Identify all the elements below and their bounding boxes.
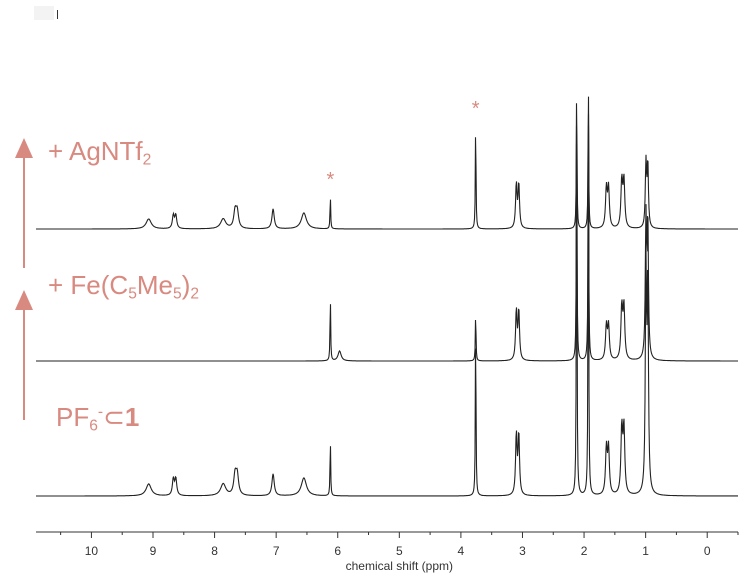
label-top-main: + AgNTf <box>48 136 143 166</box>
label-bottom-sup: - <box>97 403 104 421</box>
label-middle-sub2: 5 <box>173 285 182 303</box>
spectrum-trace-3 <box>36 125 738 497</box>
stars-group: ** <box>326 98 479 191</box>
label-middle-mid: Me <box>136 270 173 300</box>
x-tick-label: 6 <box>334 544 341 558</box>
label-middle-sub3: 2 <box>190 285 200 303</box>
corner-mark <box>34 6 54 20</box>
label-bottom-bold: 1 <box>124 402 140 432</box>
x-axis-title: chemical shift (ppm) <box>346 559 453 573</box>
label-middle-prefix: + Fe(C <box>48 270 129 300</box>
corner-bar <box>57 10 58 19</box>
arrow-upper <box>15 138 33 268</box>
x-tick-label: 7 <box>273 544 280 558</box>
spectrum-trace-1 <box>36 96 738 230</box>
x-tick-label: 1 <box>642 544 649 558</box>
star-marker-1: * <box>326 169 334 191</box>
label-bottom-prefix: PF <box>56 402 90 432</box>
x-tick-label: 5 <box>396 544 403 558</box>
x-tick-label: 4 <box>458 544 465 558</box>
arrow-lower <box>15 290 33 420</box>
x-tick-label: 9 <box>150 544 157 558</box>
x-tick-label: 3 <box>519 544 526 558</box>
label-middle-trace: + Fe(C5Me5)2 <box>48 272 199 302</box>
x-tick-label: 0 <box>704 544 711 558</box>
star-marker-2: * <box>472 98 480 120</box>
x-tick-label: 10 <box>85 544 99 558</box>
label-middle-suffix: ) <box>181 270 191 300</box>
x-tick-label: 8 <box>211 544 218 558</box>
spectrum-trace-2 <box>36 114 738 362</box>
label-bottom-trace: PF6-⊂1 <box>56 404 139 434</box>
label-bottom-sub: 6 <box>89 417 98 435</box>
label-top-trace: + AgNTf2 <box>48 138 151 168</box>
label-bottom-subset: ⊂ <box>103 402 125 432</box>
spectra-group <box>36 96 738 497</box>
x-tick-label: 2 <box>581 544 588 558</box>
label-middle-sub1: 5 <box>128 285 137 303</box>
label-top-sub: 2 <box>142 151 152 169</box>
